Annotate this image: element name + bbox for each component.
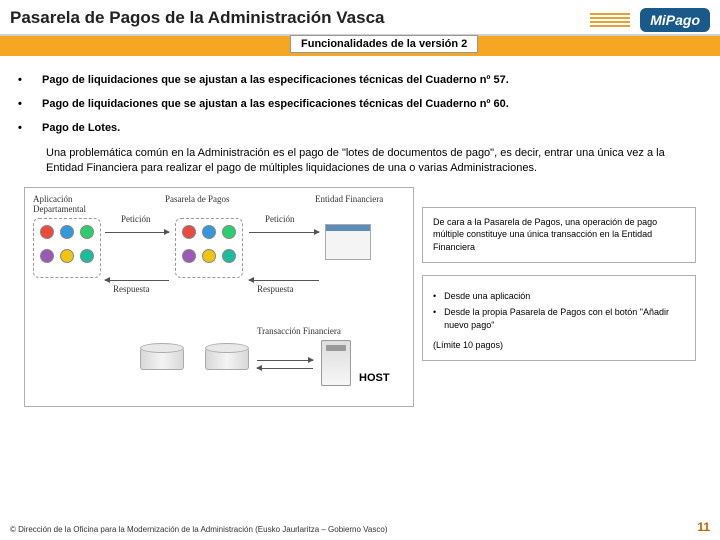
circle-icon — [40, 249, 54, 263]
diagram-row: Aplicación Departamental Pasarela de Pag… — [18, 187, 702, 407]
limit-text: (Límite 10 pagos) — [433, 339, 685, 352]
browser-icon — [325, 224, 371, 260]
side-column: De cara a la Pasarela de Pagos, una oper… — [422, 187, 696, 407]
arrow-icon — [257, 360, 313, 361]
page-title: Pasarela de Pagos de la Administración V… — [10, 8, 385, 34]
circle-icon — [60, 225, 74, 239]
gateway-box — [175, 218, 243, 278]
list-item: •Pago de Lotes. — [18, 122, 702, 134]
paragraph: Una problemática común en la Administrac… — [46, 146, 694, 177]
info-box-2: •Desde una aplicación •Desde la propia P… — [422, 275, 696, 361]
label-bank: Entidad Financiera — [315, 194, 383, 204]
logo-badge: MiPago — [640, 8, 710, 32]
info-text: De cara a la Pasarela de Pagos, una oper… — [433, 217, 657, 252]
arrow-icon — [105, 232, 169, 233]
circle-icon — [222, 249, 236, 263]
logo: MiPago — [590, 8, 710, 32]
arrow-icon — [105, 280, 169, 281]
circle-icon — [80, 249, 94, 263]
copyright: © Dirección de la Oficina para la Modern… — [10, 525, 387, 534]
label-host: HOST — [359, 372, 390, 384]
label-req: Petición — [265, 214, 295, 224]
header: Pasarela de Pagos de la Administración V… — [0, 0, 720, 36]
circle-icon — [222, 225, 236, 239]
circle-icon — [182, 249, 196, 263]
list-item: •Desde una aplicación — [433, 290, 685, 303]
bullet-text: Pago de liquidaciones que se ajustan a l… — [42, 74, 509, 86]
circle-icon — [202, 225, 216, 239]
circle-icon — [80, 225, 94, 239]
label-resp: Respuesta — [257, 284, 294, 294]
logo-lines — [590, 13, 634, 27]
label-gateway: Pasarela de Pagos — [165, 194, 229, 204]
content: •Pago de liquidaciones que se ajustan a … — [0, 56, 720, 407]
bullet-text: Pago de liquidaciones que se ajustan a l… — [42, 98, 509, 110]
circle-icon — [202, 249, 216, 263]
subtitle: Funcionalidades de la versión 2 — [290, 35, 478, 53]
label-app: Aplicación Departamental — [33, 194, 103, 214]
app-box — [33, 218, 101, 278]
database-icon — [205, 348, 249, 378]
page-number: 11 — [697, 520, 710, 534]
arrow-icon — [249, 232, 319, 233]
bullet-text: Pago de Lotes. — [42, 122, 120, 134]
item-text: Desde la propia Pasarela de Pagos con el… — [444, 306, 685, 331]
label-resp: Respuesta — [113, 284, 150, 294]
database-icon — [140, 348, 184, 378]
list-item: •Pago de liquidaciones que se ajustan a … — [18, 98, 702, 110]
footer: © Dirección de la Oficina para la Modern… — [10, 520, 710, 534]
subtitle-bar: Funcionalidades de la versión 2 — [0, 36, 720, 56]
circle-icon — [40, 225, 54, 239]
arrow-icon — [257, 368, 313, 369]
label-trans: Transacción Financiera — [257, 326, 347, 336]
bullet-list: •Pago de liquidaciones que se ajustan a … — [18, 74, 702, 134]
flow-diagram: Aplicación Departamental Pasarela de Pag… — [24, 187, 414, 407]
info-box-1: De cara a la Pasarela de Pagos, una oper… — [422, 207, 696, 263]
circle-icon — [60, 249, 74, 263]
label-req: Petición — [121, 214, 151, 224]
server-icon — [321, 340, 351, 386]
item-text: Desde una aplicación — [444, 290, 530, 303]
list-item: •Pago de liquidaciones que se ajustan a … — [18, 74, 702, 86]
list-item: •Desde la propia Pasarela de Pagos con e… — [433, 306, 685, 331]
arrow-icon — [249, 280, 319, 281]
circle-icon — [182, 225, 196, 239]
